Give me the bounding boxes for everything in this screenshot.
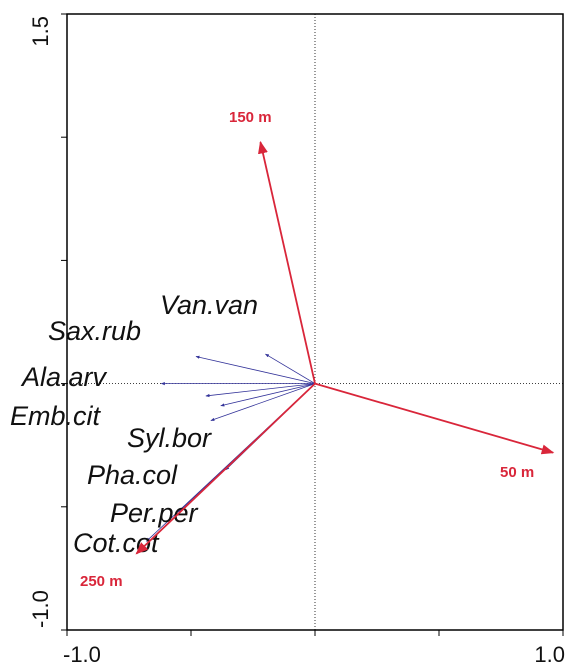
- env-label: 250 m: [80, 573, 123, 590]
- y-tick-label: 1.5: [28, 16, 53, 47]
- species-arrow: [205, 383, 316, 398]
- species-arrow: [220, 383, 316, 407]
- x-tick-label: 1.0: [534, 642, 565, 667]
- env-arrow: [258, 140, 316, 384]
- env-arrow: [314, 382, 555, 455]
- species-arrow: [210, 383, 316, 421]
- species-label: Pha.col: [87, 460, 178, 490]
- env-arrow: [135, 382, 316, 555]
- species-label: Per.per: [110, 498, 199, 528]
- env-label: 150 m: [229, 109, 272, 126]
- species-label: Emb.cit: [10, 401, 102, 431]
- species-arrow: [265, 353, 316, 384]
- species-label: Van.van: [160, 290, 258, 320]
- y-tick-label: -1.0: [28, 590, 53, 628]
- x-tick-label: -1.0: [63, 642, 101, 667]
- env-label: 50 m: [500, 464, 534, 481]
- species-label: Ala.arv: [20, 362, 108, 392]
- species-label: Sax.rub: [48, 316, 141, 346]
- species-label: Syl.bor: [127, 423, 212, 453]
- species-arrow: [195, 355, 316, 384]
